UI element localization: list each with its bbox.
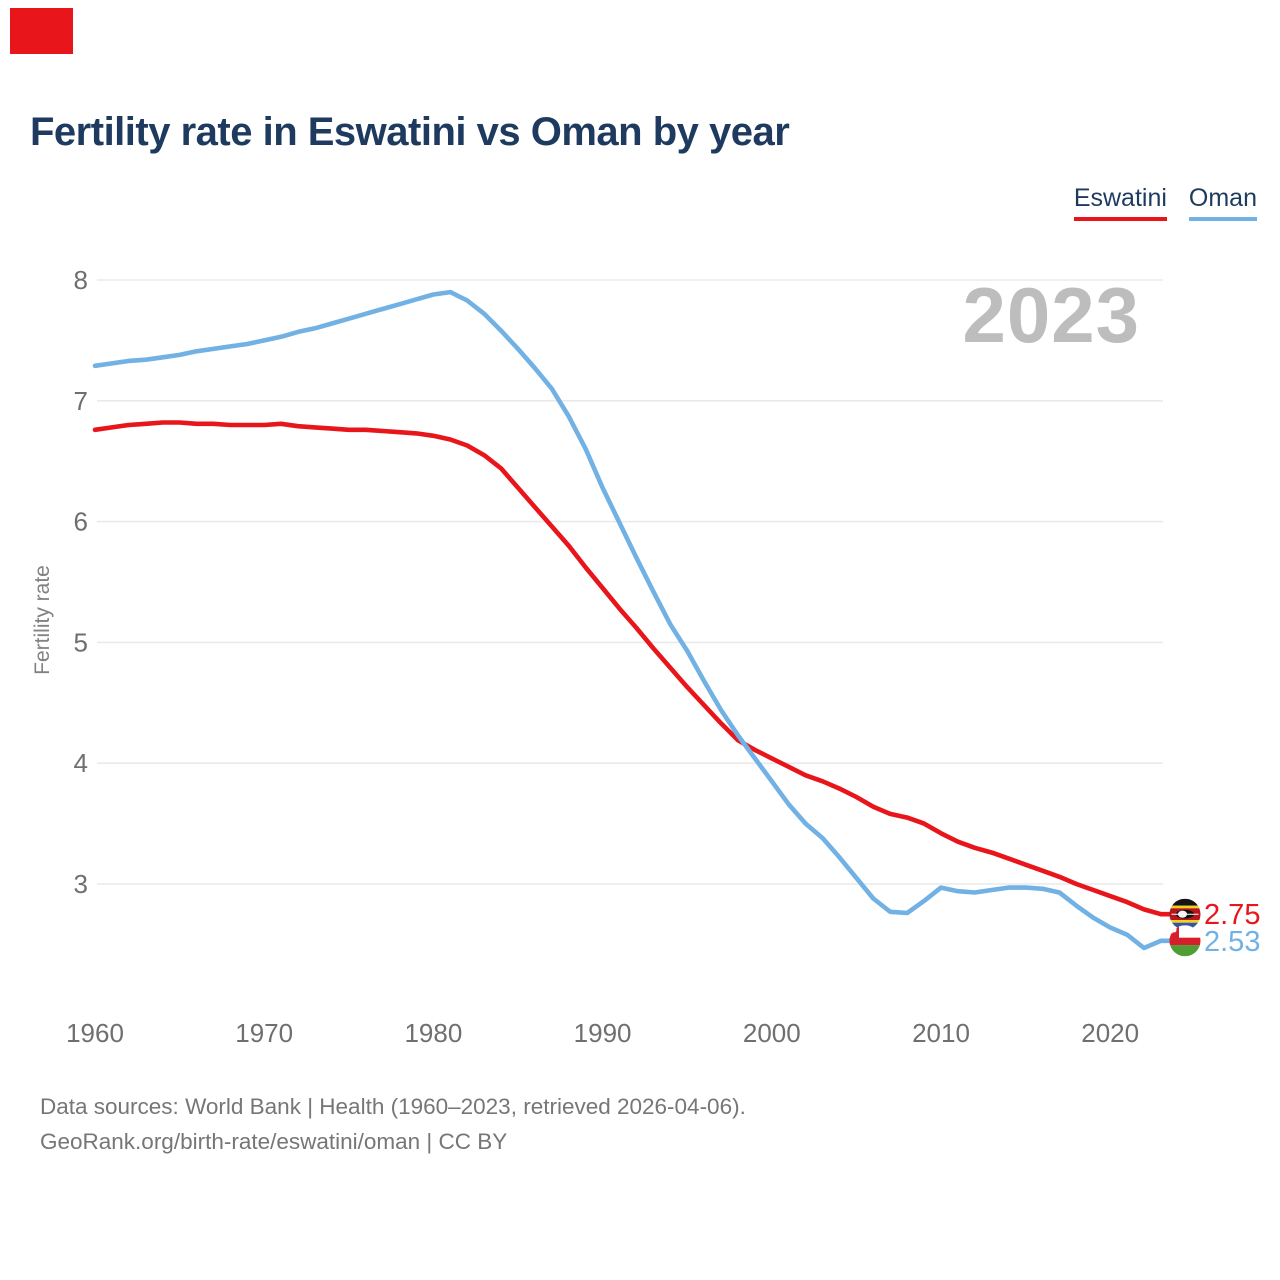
page-title: Fertility rate in Eswatini vs Oman by ye… [30,110,790,154]
x-tick-label: 1990 [574,1018,632,1048]
footer: Data sources: World Bank | Health (1960–… [40,1090,746,1160]
y-tick-label: 6 [74,507,88,537]
y-tick-label: 8 [74,265,88,295]
x-tick-label: 2010 [912,1018,970,1048]
oman-end-value: 2.53 [1204,926,1260,958]
y-tick-label: 5 [74,627,88,657]
x-tick-label: 1960 [66,1018,124,1048]
x-tick-label: 1980 [404,1018,462,1048]
legend-item-eswatini[interactable]: Eswatini [1073,184,1167,221]
footer-attribution: GeoRank.org/birth-rate/eswatini/oman | C… [40,1128,508,1154]
eswatini-flag-icon [1169,898,1201,930]
eswatini-end-value: 2.75 [1204,899,1260,931]
x-tick-label: 2000 [743,1018,801,1048]
footer-sources: Data sources: World Bank | Health (1960–… [40,1094,746,1119]
y-tick-label: 4 [74,748,88,778]
year-watermark: 2023 [962,271,1140,359]
legend: Eswatini Oman [1073,184,1257,221]
oman-line [92,289,1172,951]
x-tick-label: 1970 [235,1018,293,1048]
legend-item-oman[interactable]: Oman [1188,184,1257,221]
oman-flag-icon [1169,925,1201,957]
eswatini-line [92,420,1172,917]
y-tick-label: 7 [74,386,88,416]
x-tick-label: 2020 [1081,1018,1139,1048]
y-tick-label: 3 [74,869,88,899]
red-marker [10,8,73,54]
